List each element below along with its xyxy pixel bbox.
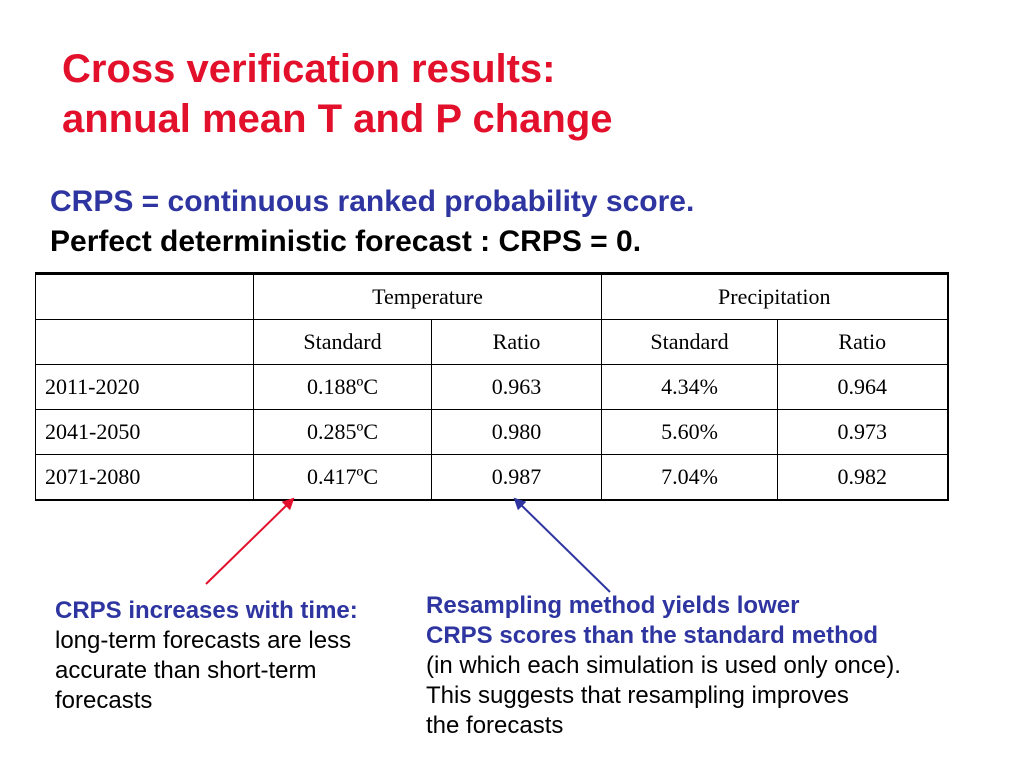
table-cell: 0.963	[431, 364, 602, 410]
note-left-emphasis: CRPS increases with time:	[55, 597, 358, 624]
crps-definition: CRPS = continuous ranked probability sco…	[50, 182, 694, 262]
table-cell: 0.973	[777, 409, 949, 455]
subheader-temp-standard: Standard	[253, 319, 432, 365]
blue-arrow	[513, 497, 611, 593]
note-right-emphasis-2: CRPS scores than the standard method	[426, 622, 879, 649]
title-line-1: Cross verification results:	[62, 47, 556, 91]
definition-line-1: CRPS = continuous ranked probability sco…	[50, 185, 695, 218]
note-right-emphasis-1: Resampling method yields lower	[426, 592, 800, 619]
row-label: 2041-2050	[35, 409, 254, 455]
note-left-text: long-term forecasts are less accurate th…	[55, 627, 352, 714]
table-cell: 5.60%	[601, 409, 778, 455]
header-temperature: Temperature	[253, 272, 602, 320]
crps-results-table: Temperature Precipitation Standard Ratio…	[35, 272, 949, 501]
definition-line-2: Perfect deterministic forecast : CRPS = …	[50, 225, 642, 258]
note-resampling: Resampling method yields lower CRPS scor…	[426, 591, 1024, 741]
note-crps-increases: CRPS increases with time: long-term fore…	[55, 596, 400, 716]
note-right-line-3: (in which each simulation is used only o…	[426, 652, 901, 679]
slide-title: Cross verification results: annual mean …	[62, 44, 613, 144]
table-row: 2071-2080 0.417ºC 0.987 7.04% 0.982	[35, 454, 949, 501]
row-label: 2011-2020	[35, 364, 254, 410]
table-cell: 0.987	[431, 454, 602, 501]
table-row: 2041-2050 0.285ºC 0.980 5.60% 0.973	[35, 409, 949, 455]
table-cell: 0.417ºC	[253, 454, 432, 501]
subheader-temp-ratio: Ratio	[431, 319, 602, 365]
note-right-line-4: This suggests that resampling improves	[426, 682, 849, 709]
table-cell: 7.04%	[601, 454, 778, 501]
table-empty-cell	[35, 319, 254, 365]
subheader-precip-ratio: Ratio	[777, 319, 949, 365]
table-cell: 0.980	[431, 409, 602, 455]
red-arrow	[205, 497, 295, 585]
table-cell: 0.188ºC	[253, 364, 432, 410]
table-sub-header-row: Standard Ratio Standard Ratio	[35, 319, 949, 365]
note-right-line-5: the forecasts	[426, 712, 564, 739]
title-line-2: annual mean T and P change	[62, 97, 613, 141]
table-cell: 0.285ºC	[253, 409, 432, 455]
table-cell: 0.982	[777, 454, 949, 501]
